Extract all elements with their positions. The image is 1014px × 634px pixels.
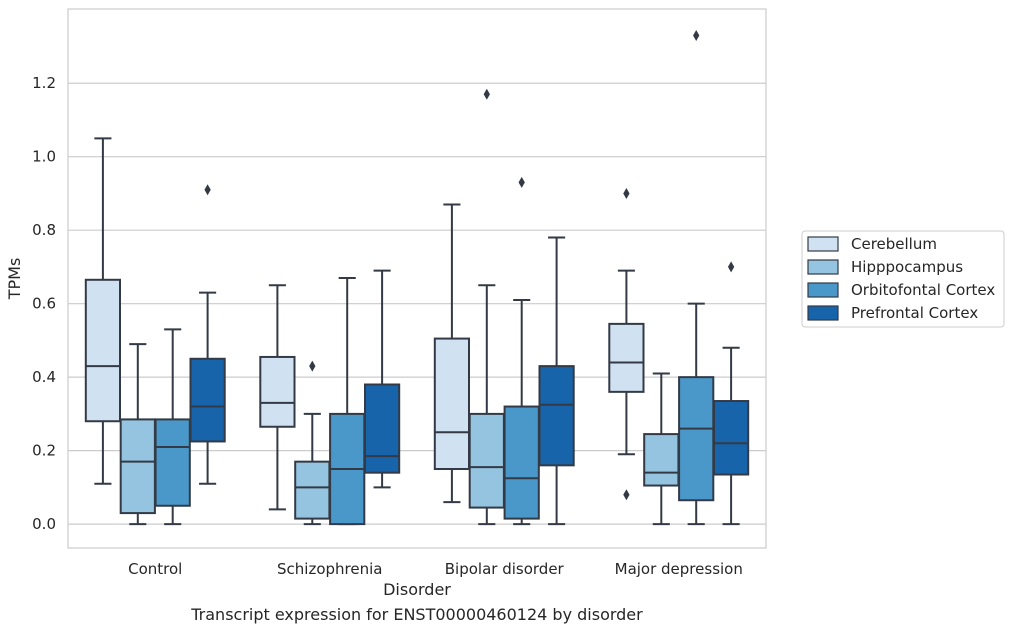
box-iqr	[608, 322, 645, 393]
box-iqr	[84, 278, 122, 423]
box-iqr	[259, 355, 296, 428]
y-tick-label: 0.8	[32, 221, 56, 239]
box-iqr	[363, 383, 401, 474]
box-1-1	[294, 360, 331, 526]
box-iqr	[154, 418, 191, 507]
box-0-2	[433, 203, 471, 504]
y-tick-label: 0.4	[32, 368, 56, 386]
box-iqr	[678, 376, 715, 502]
x-tick-label: Bipolar disorder	[445, 560, 565, 578]
x-tick-labels: Control Schizophrenia Bipolar disorder Majo…	[128, 560, 743, 578]
y-axis-label: TPMs	[5, 258, 24, 301]
box-iqr	[468, 412, 505, 509]
figure-caption: Transcript expression for ENST0000046012…	[191, 605, 643, 624]
box-iqr	[189, 357, 226, 443]
x-tick-label: Schizophrenia	[277, 560, 382, 578]
legend-frame	[801, 230, 1005, 328]
box-0-1	[259, 284, 296, 511]
y-tick-label: 0.0	[32, 515, 56, 533]
boxes	[84, 29, 750, 526]
box-0-0	[84, 137, 122, 485]
box-3-3	[712, 261, 750, 526]
box-2-3	[678, 29, 715, 526]
legend-label: Orbitofontal Cortex	[851, 281, 995, 299]
box-3-1	[363, 269, 401, 489]
box-1-0	[119, 343, 156, 526]
outlier-point	[623, 187, 630, 199]
box-iqr	[643, 433, 680, 487]
box-2-0	[154, 328, 191, 526]
box-iqr	[712, 400, 750, 476]
box-3-0	[189, 184, 226, 485]
legend-label: Prefrontal Cortex	[851, 304, 978, 322]
y-tick-label: 0.6	[32, 295, 56, 313]
y-tick-label: 1.0	[32, 148, 56, 166]
box-2-1	[329, 276, 366, 526]
y-tick-label: 1.2	[32, 74, 56, 92]
outlier-point	[309, 360, 316, 372]
box-0-3	[608, 187, 645, 501]
legend-swatch	[807, 305, 839, 321]
outlier-point	[204, 184, 211, 196]
box-1-2	[468, 88, 505, 526]
outlier-point	[483, 88, 490, 100]
box-iqr	[503, 405, 540, 520]
legend-swatch	[807, 236, 839, 252]
outlier-point	[623, 489, 630, 501]
y-tick-labels: 0.0 0.2 0.4 0.6 0.8 1.0 1.2	[32, 74, 56, 533]
x-axis-label: Disorder	[383, 580, 451, 599]
box-1-3	[643, 372, 680, 526]
outlier-point	[727, 261, 735, 273]
legend-swatch	[807, 259, 839, 275]
box-3-2	[538, 236, 575, 526]
box-iqr	[294, 460, 331, 520]
box-iqr	[119, 418, 156, 515]
legend: Cerebellum Hipppocampus Orbitofontal Corte…	[801, 230, 1005, 328]
legend-label: Hipppocampus	[851, 258, 963, 276]
box-iqr	[433, 337, 471, 471]
legend-label: Cerebellum	[851, 235, 937, 253]
outlier-point	[693, 29, 700, 41]
plot-area-frame	[67, 8, 767, 549]
x-tick-label: Major depression	[615, 560, 743, 578]
y-tick-label: 0.2	[32, 442, 56, 460]
box-2-2	[503, 176, 540, 526]
x-tick-label: Control	[128, 560, 182, 578]
outlier-point	[518, 176, 525, 188]
box-iqr	[538, 365, 575, 467]
legend-swatch	[807, 282, 839, 298]
